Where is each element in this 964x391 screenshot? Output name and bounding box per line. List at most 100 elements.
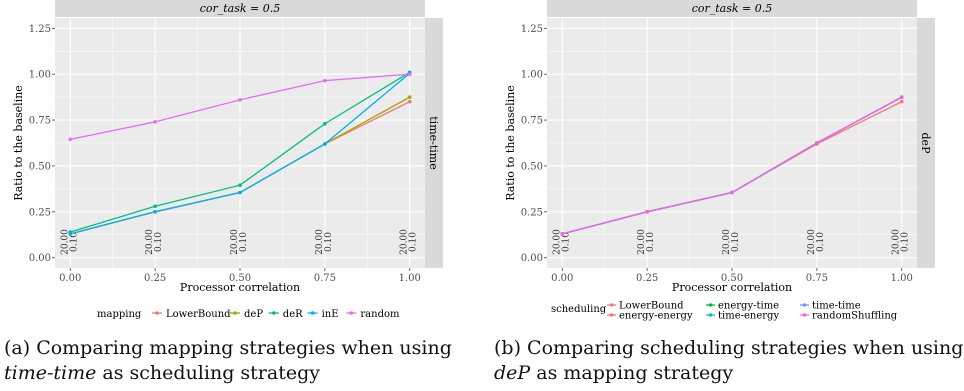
legend-label: random xyxy=(360,309,400,320)
data-point-randomShuffling xyxy=(730,190,734,195)
point-label: 0.10 xyxy=(646,232,656,252)
legend-label: time-energy xyxy=(718,311,779,322)
point-label: 20.00 xyxy=(60,229,70,255)
point-label: 0.10 xyxy=(731,232,741,252)
legend-key-point xyxy=(802,313,807,317)
x-tick-label: 0.25 xyxy=(636,273,658,284)
legend-title: scheduling xyxy=(551,304,607,315)
data-point-inE xyxy=(238,190,242,195)
y-tick-label: 0.25 xyxy=(521,207,543,218)
point-label: 20.00 xyxy=(722,229,732,255)
point-label: 0.10 xyxy=(901,232,911,252)
point-label: 20.00 xyxy=(400,229,410,255)
legend: mapping LowerBound deP deR inE random xyxy=(97,309,400,320)
point-label: 20.00 xyxy=(807,229,817,255)
data-point-inE xyxy=(323,142,327,146)
data-point-randomShuffling xyxy=(899,95,904,99)
x-tick-label: 0.75 xyxy=(314,273,336,284)
legend-label: time-time xyxy=(812,301,861,312)
y-tick-label: 0.25 xyxy=(29,207,51,218)
legend-label: deP xyxy=(244,309,263,320)
data-point-deP xyxy=(407,95,412,99)
data-point-inE xyxy=(153,210,157,214)
x-axis-title: Processor correlation xyxy=(180,281,300,294)
y-tick-label: 1.25 xyxy=(521,24,543,35)
legend-label: energy-energy xyxy=(619,311,693,322)
legend-label: LowerBound xyxy=(166,309,231,320)
facet-strip-right xyxy=(917,18,935,268)
legend-label: inE xyxy=(322,309,339,320)
y-axis-title: Ratio to the baseline xyxy=(12,85,25,201)
x-tick-label: 0.50 xyxy=(721,273,743,284)
legend-key-point xyxy=(233,311,237,315)
facet-strip-right xyxy=(425,18,443,268)
y-axis-title: Ratio to the baseline xyxy=(504,85,517,201)
y-tick-label: 1.00 xyxy=(521,70,543,81)
data-point-random xyxy=(407,72,412,76)
data-point-randomShuffling xyxy=(815,141,819,145)
x-tick-label: 0.00 xyxy=(551,273,573,284)
facet-strip-label: time-time xyxy=(427,116,440,169)
facet-strip-top xyxy=(547,0,917,17)
facet-title: cor_task = 0.5 xyxy=(692,2,773,15)
point-label: 0.10 xyxy=(239,232,249,252)
y-tick-label: 1.00 xyxy=(29,70,51,81)
legend-key-point xyxy=(272,311,276,315)
legend-key-point xyxy=(609,303,614,307)
chart-b: cor_task = 0.5 deP 0.00 0.25 0.50 0.75 1.00 1.2… xyxy=(504,0,935,322)
caption-a: (a) Comparing mapping strategies when us… xyxy=(4,337,452,384)
x-tick-label: 0.50 xyxy=(229,273,251,284)
legend-label: randomShuffling xyxy=(812,311,898,322)
x-tick-label: 0.75 xyxy=(806,273,828,284)
data-point-random xyxy=(323,78,327,83)
x-axis-title: Processor correlation xyxy=(672,281,792,294)
x-tick-label: 0.00 xyxy=(59,273,81,284)
point-label: 0.10 xyxy=(69,232,79,252)
point-label: 0.10 xyxy=(324,232,334,252)
y-tick-label: 0.50 xyxy=(521,161,543,172)
point-label: 20.00 xyxy=(892,229,902,255)
point-label: 0.10 xyxy=(561,232,571,252)
point-label: 0.10 xyxy=(816,232,826,252)
point-label: 0.10 xyxy=(409,232,419,252)
legend-label: deR xyxy=(283,309,303,320)
point-label: 0.10 xyxy=(154,232,164,252)
x-tick-label: 0.25 xyxy=(144,273,166,284)
data-point-inE xyxy=(68,232,73,236)
legend-key-point xyxy=(802,303,807,307)
legend-key-point xyxy=(349,311,354,315)
point-label: 20.00 xyxy=(145,229,155,255)
legend-title: mapping xyxy=(97,309,142,320)
legend-key-point xyxy=(155,311,159,315)
legend-key-point xyxy=(708,313,713,317)
data-point-random xyxy=(153,120,157,124)
point-label: 20.00 xyxy=(315,229,325,255)
data-point-deR xyxy=(153,204,157,209)
point-label: 20.00 xyxy=(230,229,240,255)
legend-key-point xyxy=(708,303,713,307)
legend-key-point xyxy=(310,311,315,315)
legend-key-point xyxy=(609,313,614,317)
legend-label: energy-time xyxy=(718,301,779,312)
x-tick-label: 1.00 xyxy=(399,273,421,284)
y-tick-label: 0.50 xyxy=(29,161,51,172)
figure-canvas: cor_task = 0.5 time-time 0.00 0.25 0.50 0.75 1… xyxy=(12,0,935,322)
data-point-randomShuffling xyxy=(560,232,565,236)
data-point-LowerBound xyxy=(407,99,412,104)
data-point-randomShuffling xyxy=(645,210,649,214)
facet-title: cor_task = 0.5 xyxy=(200,2,281,15)
y-tick-label: 0.00 xyxy=(29,253,51,264)
data-point-deR xyxy=(238,183,242,188)
chart-a: cor_task = 0.5 time-time 0.00 0.25 0.50 0.75 1… xyxy=(12,0,443,320)
data-point-random xyxy=(68,137,73,142)
y-tick-label: 0.75 xyxy=(29,116,51,127)
x-tick-label: 1.00 xyxy=(891,273,913,284)
y-tick-label: 1.25 xyxy=(29,24,51,35)
y-tick-label: 0.75 xyxy=(521,116,543,127)
point-label: 20.00 xyxy=(637,229,647,255)
caption-b: (b) Comparing scheduling strategies when… xyxy=(494,337,964,384)
facet-strip-top xyxy=(55,0,425,17)
facet-strip-label: deP xyxy=(919,133,932,155)
point-label: 20.00 xyxy=(552,229,562,255)
